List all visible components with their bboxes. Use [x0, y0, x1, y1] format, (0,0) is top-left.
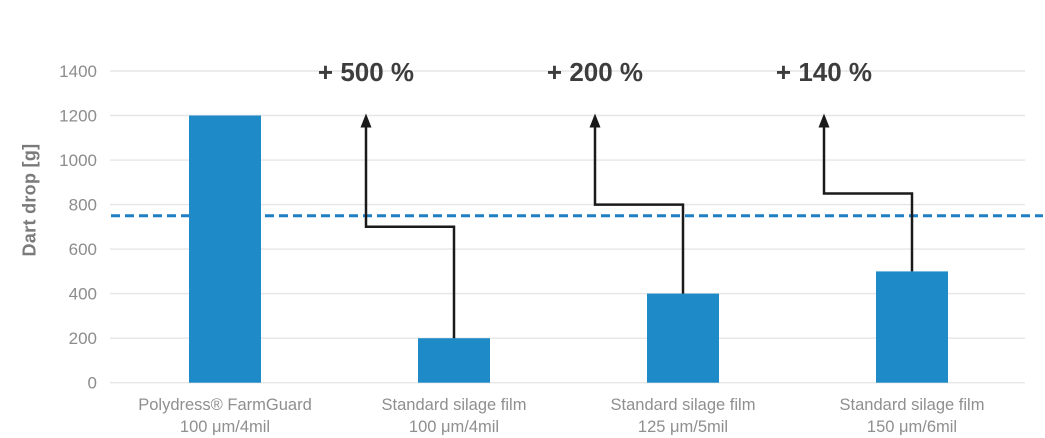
- gain-arrow-head: [818, 113, 830, 128]
- y-tick-label: 400: [69, 285, 97, 304]
- category-label-line2: 100 μm/4mil: [180, 418, 270, 436]
- y-axis-title: Dart drop [g]: [19, 143, 40, 257]
- category-label-line1: Standard silage film: [840, 396, 985, 414]
- bar: [647, 293, 719, 383]
- gain-annotation: + 140 %: [776, 57, 872, 87]
- category-label-line1: Polydress® FarmGuard: [138, 396, 312, 414]
- gain-arrow-head: [360, 113, 372, 128]
- y-tick-label: 1000: [59, 151, 97, 170]
- category-label-line1: Standard silage film: [382, 396, 527, 414]
- y-tick-label: 1200: [59, 107, 97, 126]
- gain-annotation: + 500 %: [318, 57, 414, 87]
- y-tick-label: 1400: [59, 62, 97, 81]
- y-tick-label: 200: [69, 329, 97, 348]
- bar: [189, 115, 261, 383]
- category-label-line2: 150 μm/6mil: [867, 418, 957, 436]
- category-label-line2: 100 μm/4mil: [409, 418, 499, 436]
- gain-arrow-shaft: [364, 125, 456, 339]
- bar: [876, 271, 948, 383]
- bar: [418, 338, 490, 383]
- category-label-line2: 125 μm/5mil: [638, 418, 728, 436]
- category-label-line1: Standard silage film: [611, 396, 756, 414]
- y-tick-label: 0: [88, 374, 97, 393]
- gain-arrow-head: [589, 113, 601, 128]
- gain-annotation: + 200 %: [547, 57, 643, 87]
- y-tick-label: 800: [69, 196, 97, 215]
- gain-arrow-shaft: [593, 125, 685, 294]
- y-tick-label: 600: [69, 240, 97, 259]
- gain-arrow-shaft: [822, 125, 914, 272]
